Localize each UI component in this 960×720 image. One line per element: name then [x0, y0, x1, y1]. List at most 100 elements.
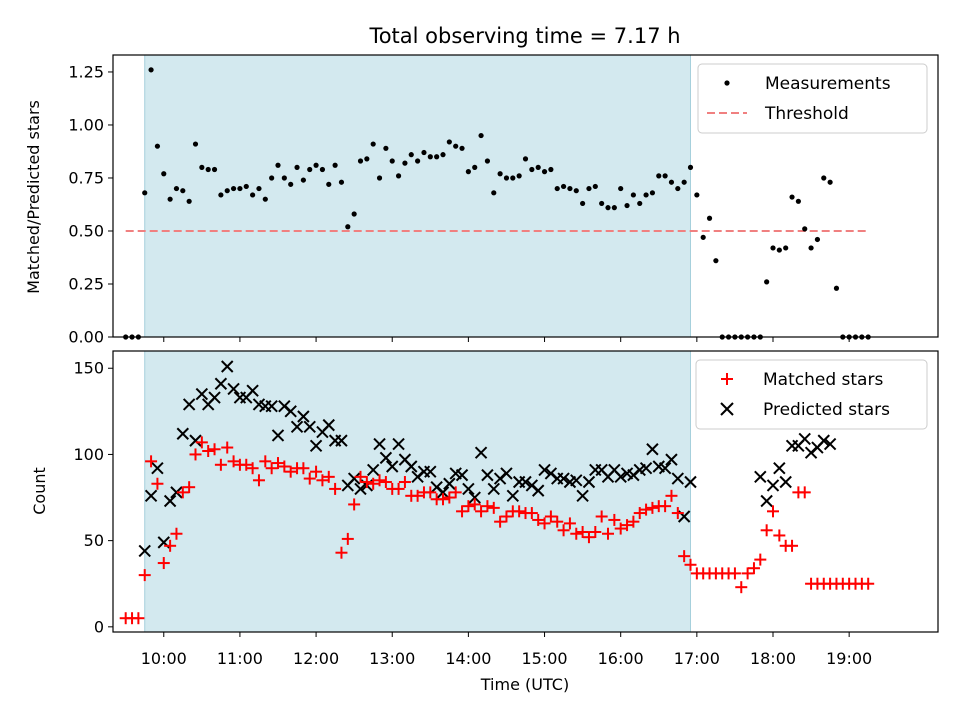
predicted-point-38: [379, 451, 393, 465]
predicted-point-68: [570, 474, 583, 487]
legend-measurements-marker: [724, 80, 730, 86]
matched-point-103: [773, 529, 786, 542]
matched-point-7: [164, 539, 177, 552]
predicted-stars-series: [138, 360, 837, 558]
predicted-point-63: [538, 463, 551, 477]
measurement-point-86: [668, 179, 675, 185]
matched-point-68: [551, 515, 564, 528]
measurement-point-112: [833, 285, 840, 291]
matched-point-30: [310, 465, 323, 478]
measurement-point-111: [827, 179, 833, 185]
predicted-point-66: [557, 472, 570, 485]
predicted-point-stroke-b: [798, 432, 811, 446]
measurement-point-14: [211, 166, 218, 173]
matched-point-51: [443, 491, 456, 504]
matched-point-12: [195, 436, 208, 449]
predicted-point-stroke-b: [214, 377, 228, 390]
count-panel-frame: [112, 350, 939, 633]
matched-point-35: [341, 532, 354, 545]
measurement-point-92: [706, 215, 713, 221]
predicted-point-stroke-b: [525, 479, 539, 492]
predicted-point-39: [386, 460, 399, 473]
predicted-point-stroke-b: [468, 491, 481, 504]
measurement-point-35: [345, 224, 351, 230]
predicted-point-stroke-b: [576, 489, 589, 503]
matched-point-70: [563, 517, 576, 530]
legend-measurements-label: Measurements: [765, 74, 891, 94]
predicted-point-stroke-b: [271, 429, 285, 442]
predicted-point-7: [182, 398, 196, 411]
x-tick-label-9: 19:00: [826, 649, 872, 668]
predicted-point-stroke-b: [322, 418, 335, 432]
predicted-point-stroke-b: [531, 484, 545, 497]
legend-predicted-marker: [720, 402, 734, 416]
measurement-point-81: [637, 200, 643, 207]
predicted-point-stroke-b: [297, 410, 310, 423]
matched-point-75: [595, 510, 608, 523]
x-tick-label-1: 11:00: [217, 649, 263, 668]
predicted-point-13: [221, 360, 234, 373]
count-x-ticks: 10:00 11:00 12:00 13:00 14:00 15:00 16:00 17:00…: [141, 632, 872, 668]
predicted-point-stroke-b: [766, 479, 780, 492]
measurement-point-80: [630, 192, 636, 198]
ratio-y-ticks: 0.00 0.25 0.50 0.75 1.00 1.25: [68, 62, 113, 347]
matched-point-97: [735, 581, 748, 594]
measurement-point-102: [770, 245, 776, 251]
matched-point-72: [576, 526, 589, 539]
predicted-point-stroke-b: [658, 462, 672, 475]
predicted-point-55: [487, 482, 500, 496]
predicted-point-52: [468, 491, 481, 504]
matched-point-13: [202, 444, 215, 457]
predicted-point-1: [144, 489, 158, 503]
measurement-point-75: [599, 200, 605, 207]
predicted-point-53: [474, 446, 488, 459]
predicted-point-stroke-b: [620, 467, 634, 480]
matched-point-48: [424, 486, 437, 499]
predicted-point-84: [671, 472, 685, 485]
predicted-point-88: [760, 494, 773, 508]
predicted-point-stroke-b: [665, 453, 678, 466]
predicted-point-4: [163, 494, 177, 508]
measurement-point-79: [624, 202, 630, 209]
matched-point-66: [538, 517, 551, 530]
matched-point-89: [684, 558, 697, 571]
measurement-point-73: [586, 185, 592, 192]
predicted-point-stroke-b: [335, 434, 348, 447]
matched-point-81: [633, 507, 646, 520]
predicted-point-51: [462, 482, 475, 496]
matched-point-22: [259, 455, 272, 468]
ratio-y-tick-label-2: 0.50: [68, 221, 104, 240]
matched-point-6: [157, 557, 170, 570]
predicted-point-stroke-b: [773, 462, 786, 475]
measurement-point-84: [656, 173, 662, 179]
predicted-point-47: [436, 486, 450, 499]
matched-point-79: [621, 519, 634, 532]
predicted-point-97: [817, 434, 830, 447]
predicted-point-37: [373, 437, 386, 451]
measurement-point-78: [618, 185, 624, 192]
predicted-point-stroke-b: [303, 420, 316, 434]
measurement-point-38: [364, 156, 370, 162]
predicted-point-stroke-b: [817, 434, 830, 447]
predicted-point-9: [195, 387, 209, 401]
predicted-point-stroke-b: [779, 475, 792, 489]
matched-point-31: [316, 474, 329, 487]
matched-point-44: [398, 476, 411, 489]
matched-point-83: [646, 501, 659, 514]
matched-point-80: [627, 515, 640, 528]
measurement-point-107: [802, 226, 808, 232]
x-tick-label-5: 15:00: [521, 649, 567, 668]
matched-point-55: [468, 498, 481, 511]
measurement-point-12: [199, 164, 205, 170]
predicted-point-14: [227, 382, 240, 396]
matched-point-57: [481, 500, 494, 513]
matched-point-15: [214, 458, 227, 471]
predicted-point-stroke-b: [474, 446, 488, 459]
measurement-point-41: [383, 145, 389, 151]
matched-point-56: [475, 505, 488, 518]
predicted-point-stroke-b: [639, 462, 653, 475]
predicted-point-stroke-b: [462, 482, 475, 496]
predicted-point-stroke-b: [246, 384, 259, 397]
matched-point-62: [513, 505, 526, 518]
